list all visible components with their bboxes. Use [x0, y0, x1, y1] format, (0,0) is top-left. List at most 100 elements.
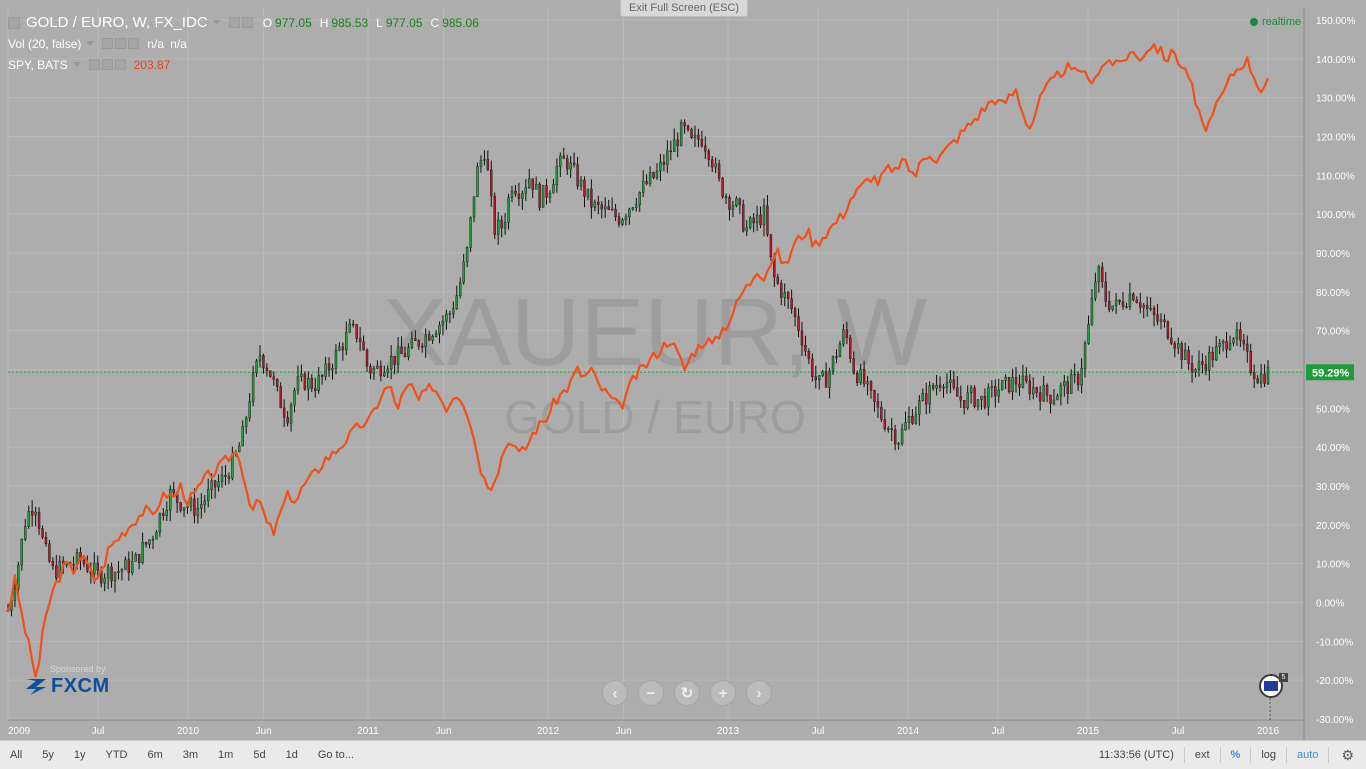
chevron-down-icon[interactable]	[72, 62, 81, 67]
candle-body	[320, 375, 324, 377]
candle-body	[510, 190, 514, 198]
candle-body	[1263, 373, 1266, 384]
economic-event-marker[interactable]: 5	[1259, 673, 1288, 698]
chevron-down-icon[interactable]	[212, 20, 221, 25]
candle-body	[490, 169, 493, 197]
timeframe-button[interactable]: 6m	[147, 749, 163, 761]
y-tick-label: 130.00%	[1316, 94, 1356, 105]
chart-area[interactable]: 150.00% 140.00% 130.00% 120.00% 110.00% 100.0…	[0, 0, 1366, 740]
candle-body	[590, 188, 593, 208]
candle-body	[1211, 351, 1214, 361]
candle-body	[548, 192, 552, 198]
timeframe-button[interactable]: 1d	[285, 749, 298, 761]
chevron-down-icon[interactable]	[86, 41, 95, 46]
timeframe-button[interactable]: 1y	[73, 749, 86, 761]
candle-body	[289, 404, 293, 424]
candle-body	[1135, 299, 1139, 303]
timeframe-button[interactable]: All	[10, 749, 23, 761]
candle-body	[614, 208, 617, 217]
candle-body	[659, 161, 662, 172]
candle-body	[1101, 266, 1104, 282]
candle-body	[37, 511, 41, 529]
candle-body	[1218, 342, 1221, 347]
ext-toggle[interactable]: ext	[1194, 749, 1210, 761]
candle-body	[1201, 361, 1204, 365]
ohlc-key-c: C	[430, 15, 440, 30]
candle-body	[807, 351, 811, 360]
candle-body	[120, 569, 124, 572]
candle-body	[1128, 293, 1132, 308]
candle-body	[676, 139, 679, 146]
candle-body	[131, 561, 134, 573]
volume-study-label[interactable]: Vol (20, false)	[8, 36, 82, 51]
candle-body	[597, 201, 600, 205]
candle-body	[766, 205, 769, 235]
candle-body	[106, 566, 110, 579]
candle-body	[1083, 343, 1087, 369]
y-tick-label: 50.00%	[1316, 404, 1350, 415]
timeframe-button[interactable]: 1m	[218, 749, 234, 761]
percent-scale-toggle[interactable]: %	[1230, 749, 1241, 761]
exit-fullscreen-button[interactable]: Exit Full Screen (ESC)	[620, 0, 748, 17]
candle-body	[472, 196, 476, 218]
auto-scale-toggle[interactable]: auto	[1297, 749, 1319, 761]
candle-body	[110, 566, 113, 582]
reset-button[interactable]: ↻	[674, 680, 700, 706]
candle-body	[379, 365, 383, 377]
main-series-title[interactable]: GOLD / EURO, W, FX_IDC	[26, 14, 208, 31]
candle-body	[918, 400, 921, 415]
candle-body	[1118, 299, 1121, 302]
timeframe-button[interactable]: 3m	[182, 749, 199, 761]
candle-body	[856, 372, 859, 384]
clock-display: 11:33:56 (UTC)	[1098, 749, 1174, 761]
candle-body	[800, 330, 804, 346]
timeframe-button[interactable]: YTD	[105, 749, 128, 761]
candle-body	[1242, 340, 1246, 345]
timeframe-button[interactable]: 5d	[253, 749, 266, 761]
candle-body	[521, 193, 524, 199]
minus-icon: −	[646, 684, 656, 702]
spy-series-label[interactable]: SPY, BATS	[8, 57, 68, 72]
hide-icon[interactable]	[241, 17, 253, 28]
hide-icon[interactable]	[115, 38, 127, 49]
close-icon[interactable]	[128, 38, 140, 49]
fxcm-logo[interactable]: FXCM	[24, 675, 110, 698]
y-tick-label: 10.00%	[1316, 560, 1350, 571]
settings-icon[interactable]	[228, 17, 240, 28]
scroll-left-button[interactable]: ‹	[602, 680, 628, 706]
sponsor-block[interactable]: Sponsored by FXCM	[24, 664, 110, 698]
candle-body	[1021, 375, 1025, 388]
candle-body	[583, 179, 586, 197]
candle-body	[1035, 387, 1038, 393]
candle-body	[1045, 384, 1049, 396]
log-scale-toggle[interactable]: log	[1261, 749, 1277, 761]
candle-body	[883, 419, 887, 429]
candle-body	[144, 542, 148, 545]
zoom-out-button[interactable]: −	[638, 680, 664, 706]
candle-body	[158, 513, 162, 533]
settings-icon[interactable]	[88, 59, 100, 70]
candle-body	[238, 445, 241, 453]
timeframe-button[interactable]: Go to...	[317, 749, 354, 761]
candle-body	[645, 181, 648, 184]
candle-body	[1063, 381, 1066, 386]
hide-icon[interactable]	[101, 59, 113, 70]
candle-body	[1000, 380, 1004, 391]
candle-body	[824, 371, 828, 388]
chart-canvas[interactable]: 150.00% 140.00% 130.00% 120.00% 110.00% 100.0…	[0, 0, 1366, 740]
collapse-legend-icon[interactable]	[8, 16, 20, 29]
timeframe-button[interactable]: 5y	[42, 749, 54, 761]
settings-icon[interactable]	[102, 38, 114, 49]
candle-body	[838, 343, 842, 357]
scroll-right-button[interactable]: ›	[746, 680, 772, 706]
candle-body	[914, 414, 918, 424]
candle-body	[852, 358, 855, 374]
zoom-in-button[interactable]: +	[710, 680, 736, 706]
candle-body	[448, 313, 452, 315]
x-tick-label: 2011	[357, 726, 379, 737]
divider	[1183, 747, 1185, 763]
gear-icon[interactable]: ⚙	[1341, 746, 1354, 763]
close-icon[interactable]	[114, 59, 126, 70]
candle-body	[745, 227, 748, 232]
fxcm-mark-icon	[26, 678, 46, 695]
